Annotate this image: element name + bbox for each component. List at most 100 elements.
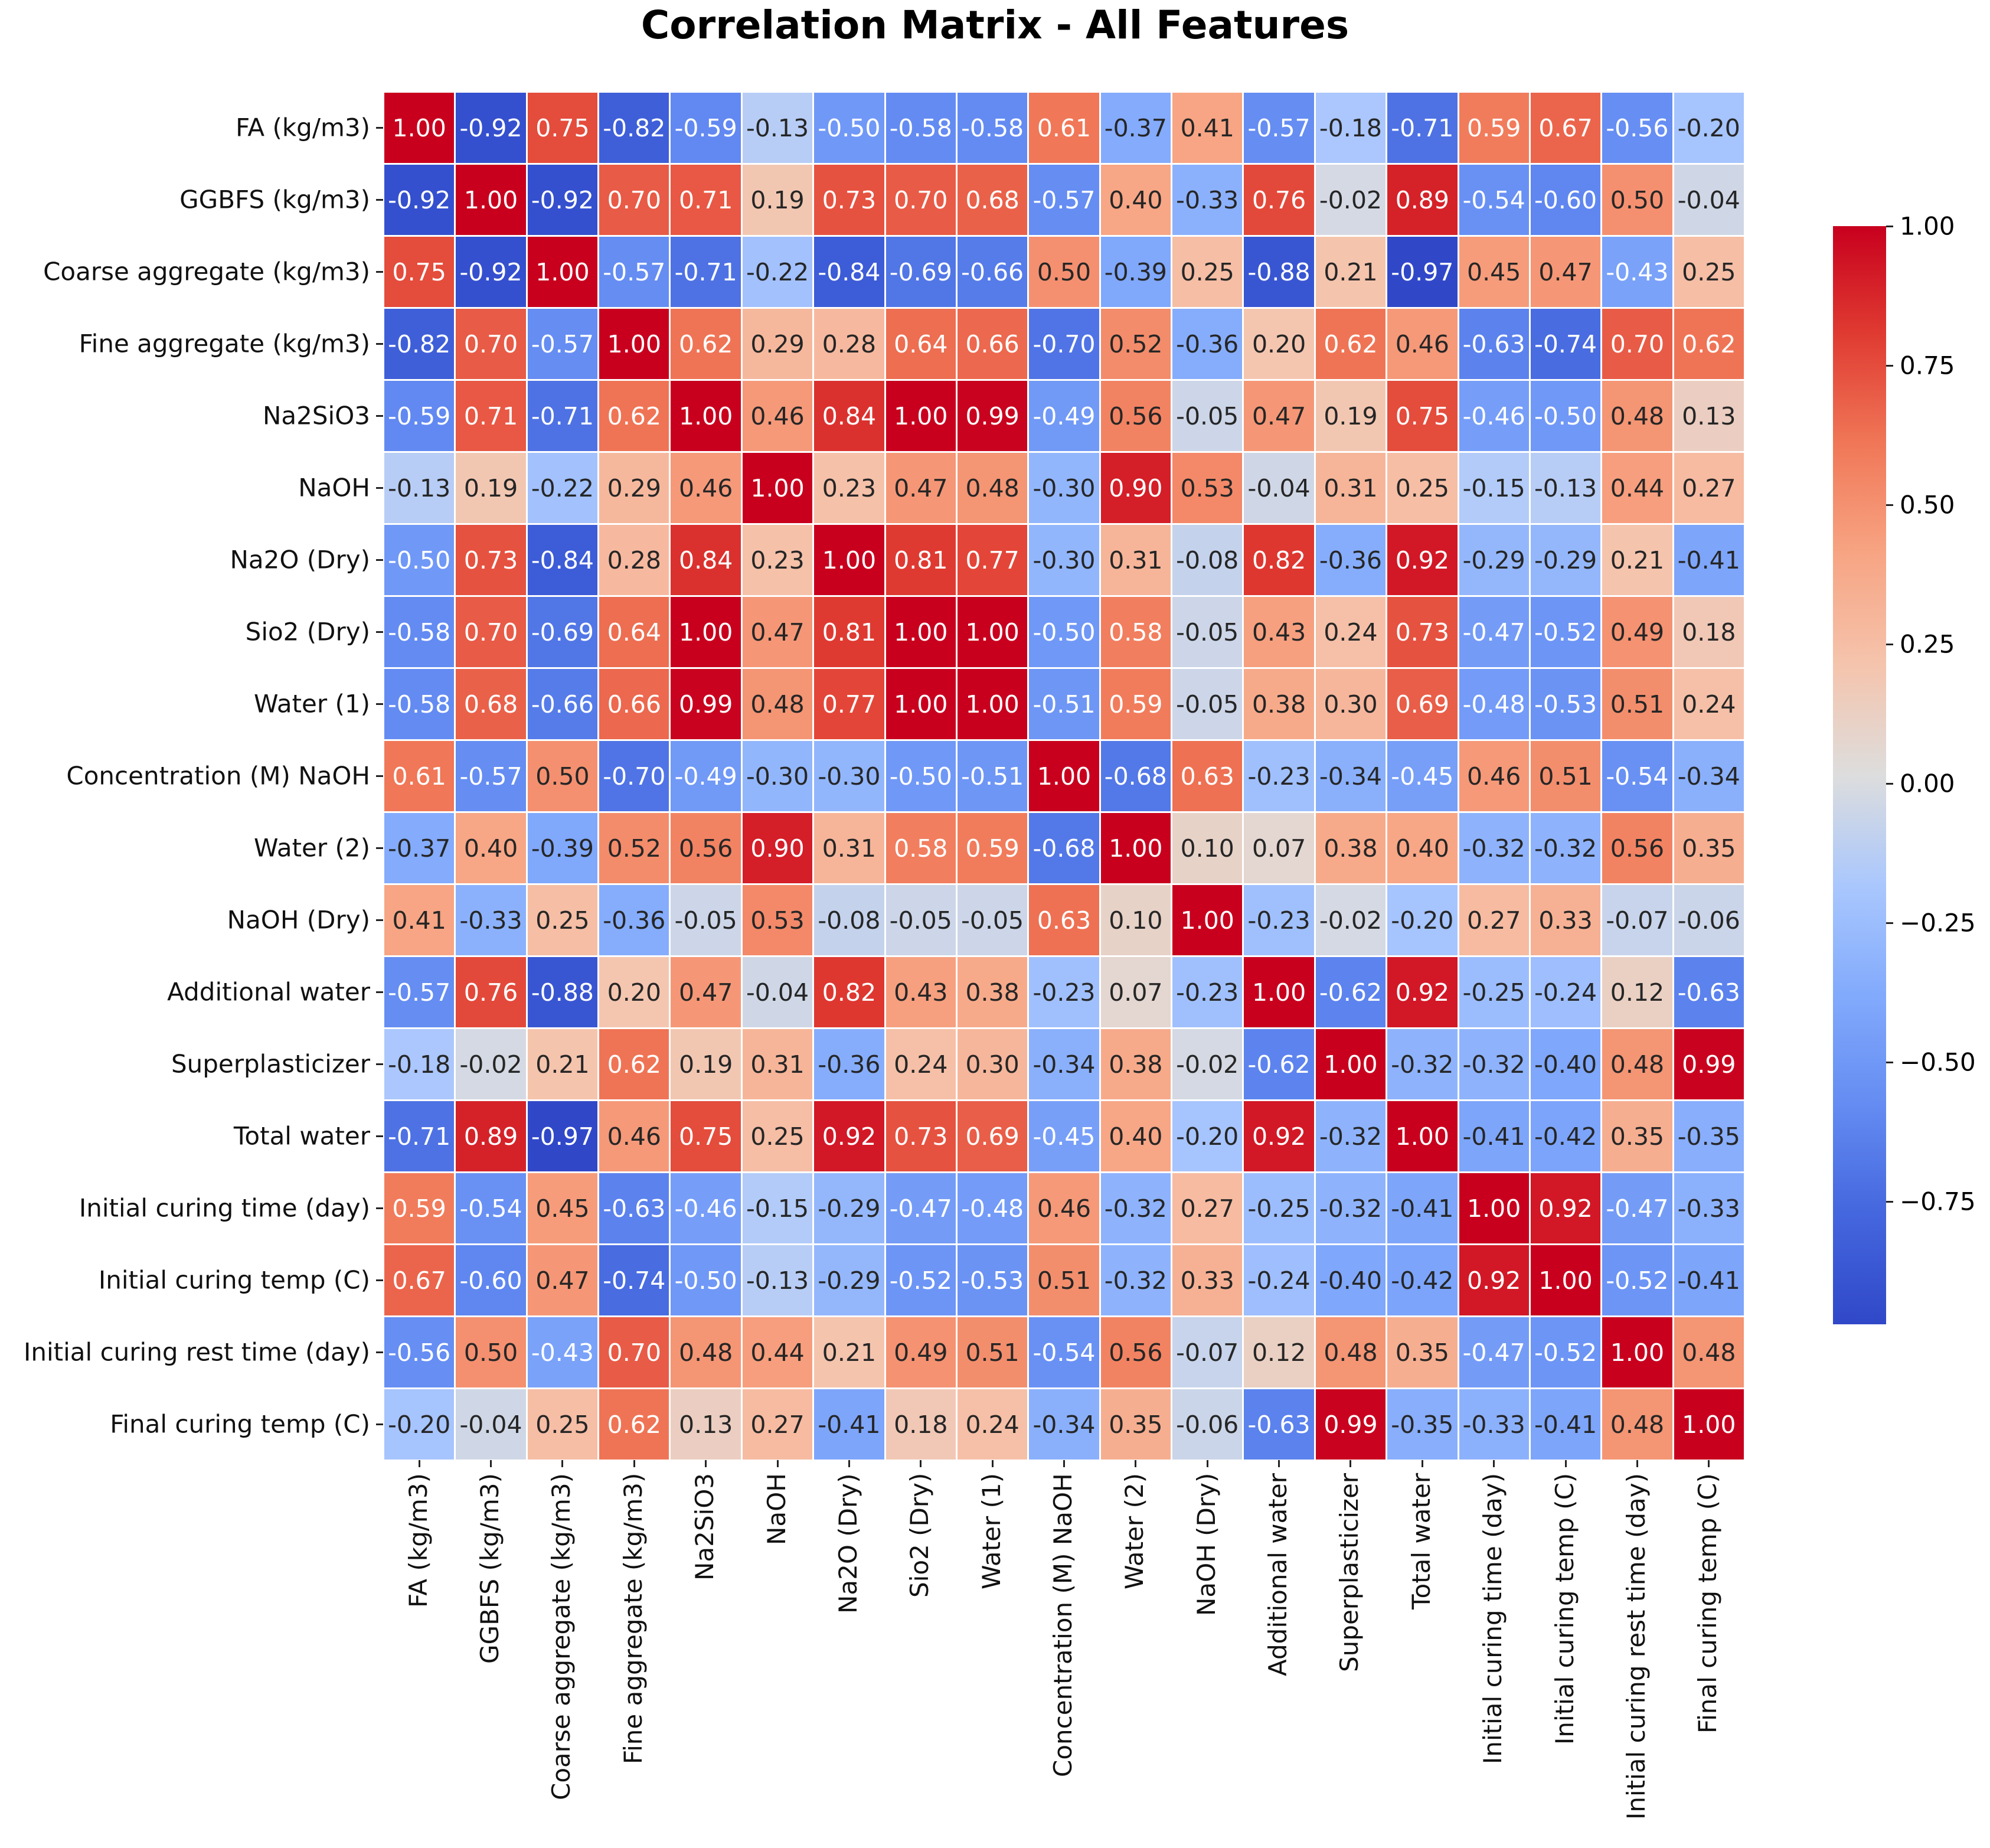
- heatmap-cell: 0.28: [813, 308, 885, 380]
- x-tick-mark: [776, 1460, 779, 1467]
- heatmap-cell: 0.89: [455, 1100, 527, 1173]
- heatmap-cell: -0.71: [1386, 92, 1459, 164]
- heatmap-cell: -0.37: [383, 812, 456, 884]
- heatmap-cell: 0.46: [741, 380, 814, 452]
- heatmap-cell: 1.00: [455, 164, 527, 236]
- heatmap-cell: -0.52: [1529, 596, 1602, 668]
- heatmap-cell: -0.36: [1171, 308, 1244, 380]
- x-tick-mark: [1278, 1460, 1280, 1467]
- heatmap-cell: -0.58: [956, 92, 1029, 164]
- heatmap-cell: -0.43: [1601, 236, 1674, 308]
- heatmap-cell: -0.30: [1028, 524, 1100, 596]
- heatmap-cell: 0.46: [1386, 308, 1459, 380]
- heatmap-cell: -0.48: [956, 1172, 1029, 1245]
- heatmap-cell: 1.00: [383, 92, 456, 164]
- heatmap-cell: -0.02: [1314, 884, 1387, 956]
- heatmap-cell: -0.92: [455, 236, 527, 308]
- heatmap-cell: 0.89: [1386, 164, 1459, 236]
- heatmap-cell: 0.50: [1601, 164, 1674, 236]
- heatmap-cell: -0.47: [884, 1172, 957, 1245]
- heatmap-cell: 0.53: [741, 884, 814, 956]
- heatmap-cell: 0.77: [956, 524, 1029, 596]
- heatmap-cell: 0.27: [1458, 884, 1530, 956]
- y-tick-label: Initial curing time (day): [79, 1193, 370, 1223]
- heatmap-cell: -0.54: [1458, 164, 1530, 236]
- heatmap-cell: -0.29: [1458, 524, 1530, 596]
- heatmap-cell: -0.45: [1386, 740, 1459, 812]
- heatmap-cell: -0.41: [1458, 1100, 1530, 1173]
- y-tick-mark: [376, 775, 383, 777]
- colorbar-tick-mark: [1886, 1062, 1893, 1064]
- y-tick-label: Fine aggregate (kg/m3): [79, 329, 370, 358]
- heatmap-cell: -0.45: [1028, 1100, 1100, 1173]
- x-tick-mark: [418, 1460, 420, 1467]
- heatmap-cell: 0.75: [669, 1100, 742, 1173]
- heatmap-cell: 0.68: [455, 668, 527, 740]
- heatmap-cell: 0.24: [884, 1028, 957, 1101]
- heatmap-cell: -0.60: [455, 1244, 527, 1317]
- x-tick-label: FA (kg/m3): [403, 1473, 433, 1608]
- y-tick-label: Na2SiO3: [263, 401, 370, 430]
- heatmap-cell: -0.52: [884, 1244, 957, 1317]
- heatmap-cell: -0.97: [1386, 236, 1459, 308]
- heatmap-cell: 0.41: [383, 884, 456, 956]
- heatmap-cell: 0.10: [1099, 884, 1172, 956]
- x-tick-label: Fine aggregate (kg/m3): [618, 1472, 648, 1764]
- heatmap-cell: -0.54: [1028, 1316, 1100, 1389]
- heatmap-cell: 0.31: [1314, 452, 1387, 524]
- heatmap-cell: -0.74: [1529, 308, 1602, 380]
- x-tick-label: GGBFS (kg/m3): [475, 1473, 505, 1664]
- heatmap-cell: -0.30: [741, 740, 814, 812]
- heatmap-cell: 0.51: [1028, 1244, 1100, 1317]
- heatmap-cell: -0.13: [383, 452, 456, 524]
- y-tick-mark: [376, 1279, 383, 1281]
- heatmap-cell: -0.25: [1458, 956, 1530, 1029]
- heatmap-cell: -0.69: [884, 236, 957, 308]
- heatmap-cell: -0.47: [1601, 1172, 1674, 1245]
- heatmap-cell: 0.82: [813, 956, 885, 1029]
- colorbar-tick-label: 0.00: [1900, 769, 1955, 798]
- heatmap-cell: 0.99: [956, 380, 1029, 452]
- heatmap-cell: 0.75: [526, 92, 599, 164]
- heatmap-cell: -0.58: [383, 668, 456, 740]
- heatmap-cell: 1.00: [669, 380, 742, 452]
- y-tick-mark: [376, 631, 383, 633]
- heatmap-cell: -0.56: [383, 1316, 456, 1389]
- y-tick-label: Coarse aggregate (kg/m3): [43, 257, 370, 286]
- y-tick-label: Additional water: [167, 977, 370, 1007]
- heatmap-cell: -0.92: [383, 164, 456, 236]
- heatmap-cell: 1.00: [956, 596, 1029, 668]
- heatmap-cell: 0.84: [813, 380, 885, 452]
- y-tick-label: Water (1): [254, 689, 370, 719]
- heatmap-cell: 0.63: [1028, 884, 1100, 956]
- heatmap-cell: -0.02: [1171, 1028, 1244, 1101]
- heatmap-cell: -0.97: [526, 1100, 599, 1173]
- heatmap-cell: 0.51: [1601, 668, 1674, 740]
- heatmap-cell: 0.43: [884, 956, 957, 1029]
- heatmap-cell: -0.42: [1386, 1244, 1459, 1317]
- heatmap-cell: 0.53: [1171, 452, 1244, 524]
- heatmap-cell: 1.00: [1171, 884, 1244, 956]
- heatmap-cell: -0.54: [455, 1172, 527, 1245]
- heatmap-cell: 0.70: [598, 1316, 671, 1389]
- heatmap-cell: -0.40: [1314, 1244, 1387, 1317]
- heatmap-cell: 0.29: [741, 308, 814, 380]
- heatmap-cell: -0.47: [1458, 1316, 1530, 1389]
- y-tick-mark: [376, 847, 383, 849]
- heatmap-cell: -0.35: [1386, 1388, 1459, 1461]
- heatmap-cell: -0.39: [1099, 236, 1172, 308]
- heatmap-cell: 0.23: [813, 452, 885, 524]
- heatmap-cell: 0.64: [884, 308, 957, 380]
- heatmap-cell: 0.63: [1171, 740, 1244, 812]
- heatmap-cell: -0.18: [383, 1028, 456, 1101]
- heatmap-cell: -0.57: [455, 740, 527, 812]
- x-tick-mark: [1063, 1460, 1065, 1467]
- heatmap-cell: 1.00: [741, 452, 814, 524]
- heatmap-cell: 0.51: [1529, 740, 1602, 812]
- heatmap-cell: 0.30: [956, 1028, 1029, 1101]
- y-tick-mark: [376, 199, 383, 201]
- heatmap-cell: 0.40: [455, 812, 527, 884]
- heatmap-cell: -0.05: [1171, 380, 1244, 452]
- heatmap-cell: 0.31: [1099, 524, 1172, 596]
- heatmap-cell: 0.62: [598, 380, 671, 452]
